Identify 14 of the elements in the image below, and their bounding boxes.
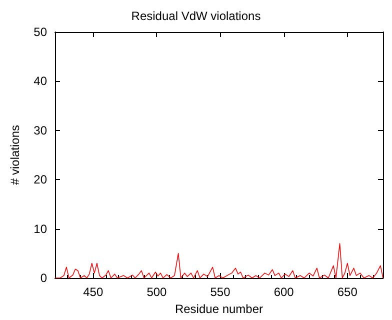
y-tick-label: 40 xyxy=(34,74,48,88)
x-tick-label: 550 xyxy=(210,285,231,299)
y-tick-label: 20 xyxy=(34,172,48,187)
y-tick-label: 50 xyxy=(34,25,48,39)
x-tick-label: 650 xyxy=(337,285,358,299)
chart-title: Residual VdW violations xyxy=(131,9,261,23)
y-axis-title: # violations xyxy=(8,124,22,186)
x-tick-label: 450 xyxy=(83,285,104,299)
x-tick-label: 500 xyxy=(146,285,168,299)
x-axis-title: Residue number xyxy=(174,302,264,316)
y-tick-label: 0 xyxy=(40,271,48,285)
x-tick-label: 600 xyxy=(274,285,294,299)
y-tick-label: 30 xyxy=(34,123,48,138)
y-tick-label: 10 xyxy=(34,222,48,236)
